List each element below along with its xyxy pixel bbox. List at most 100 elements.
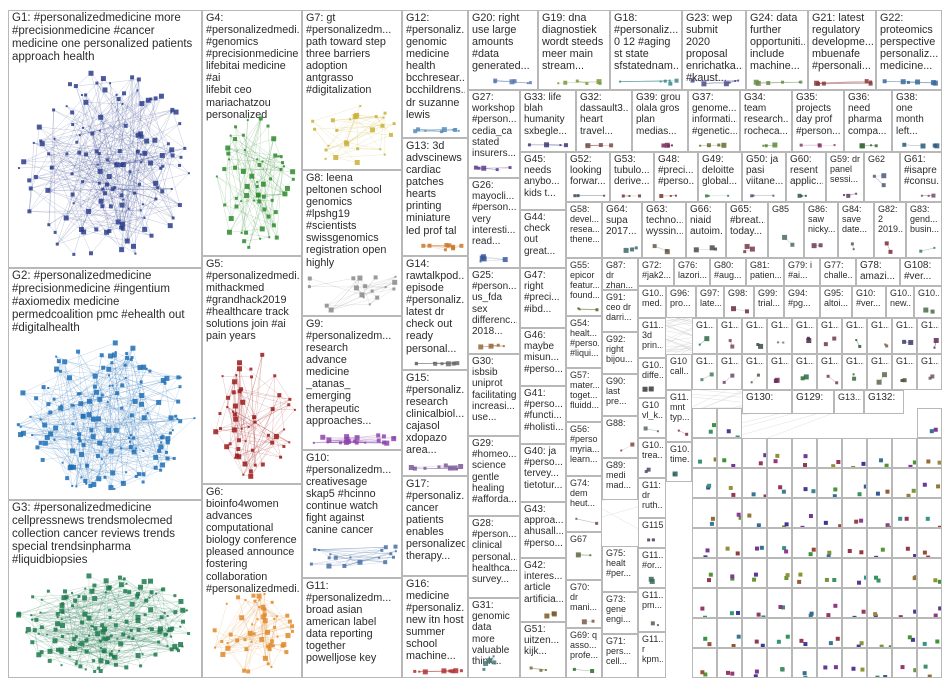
node-marker	[91, 482, 97, 488]
edge-line	[577, 80, 587, 84]
edge-line	[97, 633, 133, 639]
node-marker	[735, 551, 740, 556]
edge-line	[71, 625, 92, 649]
edge-line	[224, 153, 229, 205]
edge-line	[129, 402, 159, 442]
edge-line	[237, 597, 264, 608]
edge-line	[577, 80, 587, 84]
edge-line	[121, 96, 162, 196]
node-marker	[125, 582, 128, 585]
group-tile	[767, 468, 792, 498]
group-label: G11... #or...	[642, 550, 663, 571]
edge-line	[239, 368, 255, 418]
edge-line	[262, 161, 270, 238]
node-marker	[370, 289, 374, 293]
node-marker	[98, 198, 104, 204]
node-marker	[86, 398, 92, 404]
edge-line	[53, 109, 84, 129]
node-marker	[672, 471, 678, 477]
node-marker	[141, 480, 145, 484]
node-marker	[74, 662, 78, 666]
edge-line	[56, 356, 179, 402]
edge-line	[42, 82, 98, 144]
node-marker	[240, 427, 243, 430]
edge-line	[318, 549, 345, 567]
node-marker	[104, 629, 107, 632]
node-marker	[926, 555, 931, 557]
node-layer	[311, 104, 396, 165]
edge-line	[243, 135, 282, 170]
node-marker	[160, 189, 165, 194]
edge-line	[141, 162, 174, 219]
edge-line	[230, 421, 256, 445]
node-marker	[60, 618, 63, 621]
node-marker	[851, 666, 856, 671]
group-label: G62	[868, 154, 886, 164]
node-marker	[861, 609, 866, 614]
node-marker	[477, 166, 481, 170]
node-marker	[811, 243, 817, 249]
edge-line	[50, 433, 135, 453]
edge-line	[114, 354, 156, 458]
group-g121: G1...	[792, 318, 817, 354]
group-g51: G51: uitzen... kijk...	[520, 622, 566, 678]
group-label: G1...	[846, 320, 864, 330]
node-marker	[857, 580, 862, 585]
node-marker	[412, 466, 417, 471]
edge-line	[96, 83, 119, 222]
node-marker	[165, 440, 170, 445]
node-marker	[913, 554, 916, 557]
edge-line	[336, 116, 377, 131]
edge-line	[109, 83, 145, 230]
node-marker	[19, 425, 22, 428]
node-layer	[879, 644, 891, 647]
node-marker	[781, 489, 786, 494]
node-marker	[159, 152, 165, 158]
node-marker	[120, 447, 123, 450]
node-layer	[577, 307, 599, 312]
edge-line	[66, 123, 180, 219]
edge-line	[86, 625, 103, 641]
edge-line	[365, 276, 396, 287]
node-marker	[82, 595, 88, 601]
edge-line	[71, 592, 95, 672]
node-marker	[738, 515, 741, 520]
edge-line	[99, 442, 140, 475]
node-marker	[178, 122, 182, 126]
group-label: G70: dr mani...	[570, 582, 598, 613]
edge-line	[72, 124, 174, 219]
node-marker	[856, 644, 861, 647]
node-marker	[418, 670, 421, 673]
edge-line	[38, 626, 94, 634]
node-marker	[722, 458, 727, 463]
node-marker	[240, 200, 243, 203]
edge-line	[110, 617, 189, 634]
node-marker	[287, 403, 291, 407]
group-label: G49: deloitte global...	[702, 154, 738, 188]
node-marker	[356, 147, 360, 151]
node-marker	[502, 345, 505, 348]
node-marker	[380, 548, 384, 552]
edge-line	[356, 115, 384, 118]
node-marker	[690, 78, 695, 83]
group-label: G6: bioinfo4women advances computational…	[206, 486, 299, 595]
node-layer	[215, 116, 296, 249]
node-layer	[898, 516, 909, 521]
node-marker	[138, 182, 142, 186]
edge-line	[483, 167, 511, 169]
node-layer	[730, 574, 735, 581]
edge-line	[239, 362, 280, 396]
edge-line	[71, 152, 80, 174]
edge-line	[253, 200, 275, 226]
edge-line	[72, 605, 172, 650]
node-marker	[40, 457, 45, 462]
node-layer	[309, 544, 398, 569]
node-marker	[317, 549, 320, 552]
node-marker	[734, 79, 737, 82]
edge-line	[66, 78, 104, 154]
group-label: G61: #isapre #consu...	[904, 154, 939, 188]
group-label: G44: check out great...	[524, 212, 556, 257]
edge-line	[112, 366, 144, 386]
node-marker	[915, 79, 921, 85]
group-tile	[792, 618, 817, 648]
